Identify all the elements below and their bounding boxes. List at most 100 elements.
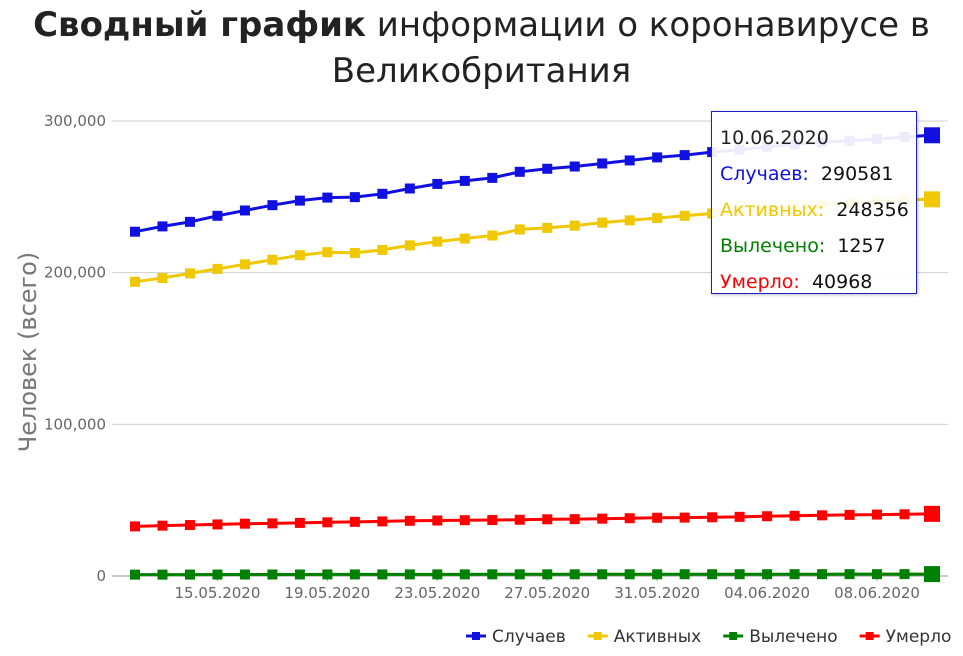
data-point (459, 515, 470, 526)
tooltip-value: 290581 (820, 163, 894, 185)
data-point (624, 569, 635, 580)
data-point (569, 220, 580, 231)
chart-title-rest: информации о коронавирусе в Великобритан… (331, 5, 930, 91)
data-point (569, 569, 580, 580)
data-point (349, 569, 360, 580)
data-point (542, 514, 553, 525)
series-layer (130, 127, 940, 583)
data-point (924, 191, 940, 208)
data-point (157, 272, 168, 283)
tooltip-value: 40968 (811, 271, 873, 293)
data-point (239, 569, 250, 580)
data-point (377, 516, 388, 527)
legend-marker (472, 632, 480, 640)
x-tick-label: 19.05.2020 (284, 584, 370, 602)
legend-label: Умерло (886, 627, 952, 647)
data-point (487, 569, 498, 580)
data-point (130, 569, 140, 580)
data-point (459, 569, 470, 580)
data-point (184, 569, 195, 580)
data-point (817, 569, 828, 580)
data-point (322, 247, 333, 258)
data-point (184, 268, 195, 279)
tooltip-row-active: Активных: 248356 (720, 196, 916, 232)
tooltip-value: 248356 (836, 199, 909, 221)
data-point (404, 569, 415, 580)
tooltip-value: 1257 (837, 235, 886, 257)
data-point (267, 569, 278, 580)
data-point (762, 569, 773, 580)
data-point (377, 188, 388, 199)
chart-title: Сводный график информации о коронавирусе… (0, 2, 963, 94)
data-point (432, 515, 443, 526)
tooltip-label: Вылечено: (720, 235, 826, 257)
data-point (844, 509, 855, 520)
x-tick-label: 15.05.2020 (175, 584, 261, 602)
data-point (157, 221, 168, 232)
data-point (212, 210, 223, 221)
data-point (459, 233, 470, 244)
data-point (184, 216, 195, 227)
data-point (924, 566, 940, 583)
data-point (130, 521, 140, 532)
x-tick-label: 27.05.2020 (504, 584, 590, 602)
data-point (294, 195, 305, 206)
data-point (322, 517, 333, 528)
data-point (679, 512, 690, 523)
data-point (652, 213, 663, 224)
data-point (624, 215, 635, 226)
data-point (212, 569, 223, 580)
data-point (432, 236, 443, 247)
x-tick-label: 04.06.2020 (724, 584, 810, 602)
legend-label: Активных (614, 627, 701, 647)
data-point (157, 569, 168, 580)
data-point (349, 192, 360, 203)
y-axis-ticks: 0 100,000 200,000 300,000 (44, 112, 106, 585)
data-point (597, 217, 608, 228)
data-point (872, 509, 883, 520)
data-point (762, 511, 773, 522)
data-point (294, 517, 305, 528)
data-point (322, 192, 333, 203)
tooltip-label: Активных: (720, 199, 825, 221)
y-tick-label: 0 (96, 567, 106, 585)
data-point (487, 230, 498, 241)
data-point (652, 152, 663, 163)
series-Вылечено (130, 566, 940, 583)
data-point (130, 276, 140, 287)
data-point (597, 569, 608, 580)
data-point (542, 222, 553, 233)
data-point (872, 569, 883, 580)
y-tick-label: 300,000 (44, 112, 106, 130)
data-point (404, 183, 415, 194)
data-point (432, 569, 443, 580)
data-point (597, 158, 608, 169)
data-point (514, 166, 525, 177)
data-point (734, 569, 745, 580)
data-point (569, 514, 580, 525)
data-point (789, 569, 800, 580)
tooltip: 10.06.2020 Случаев: 290581 Активных: 248… (711, 111, 917, 294)
legend-label: Вылечено (749, 627, 837, 647)
data-point (267, 518, 278, 529)
data-point (212, 263, 223, 274)
series-line (135, 572, 932, 577)
y-tick-label: 100,000 (44, 415, 106, 433)
series-line (134, 512, 933, 528)
data-point (542, 163, 553, 174)
x-tick-label: 23.05.2020 (394, 584, 480, 602)
data-point (212, 519, 223, 530)
data-point (404, 240, 415, 251)
data-point (817, 510, 828, 521)
data-point (404, 515, 415, 526)
data-point (679, 210, 690, 221)
data-point (294, 569, 305, 580)
data-point (789, 510, 800, 521)
data-point (514, 514, 525, 525)
data-point (597, 513, 608, 524)
data-point (679, 150, 690, 161)
data-point (514, 569, 525, 580)
series-Умерло (130, 505, 940, 532)
data-point (487, 515, 498, 526)
